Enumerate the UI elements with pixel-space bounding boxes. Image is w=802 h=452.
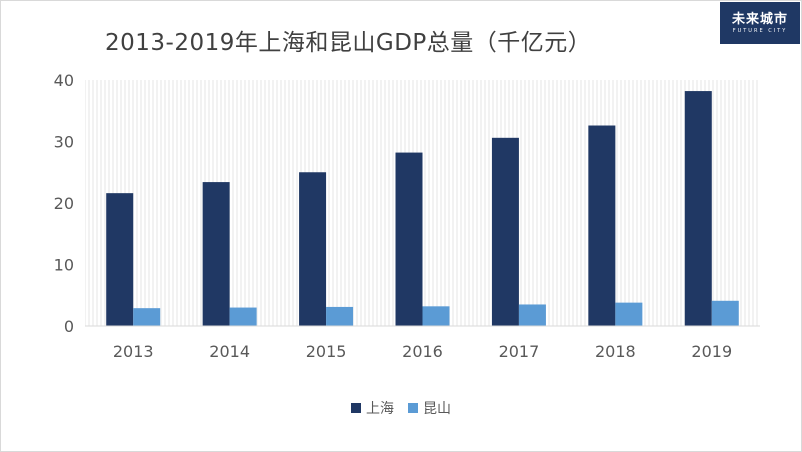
bar-shanghai-2014 (202, 182, 230, 326)
x-tick-label: 2013 (113, 342, 154, 361)
bar-shanghai-2018 (588, 125, 616, 326)
x-tick-label: 2017 (499, 342, 540, 361)
chart-title: 2013-2019年上海和昆山GDP总量（千亿元） (105, 30, 592, 56)
legend: 上海 昆山 (0, 398, 802, 418)
bar-shanghai-2013 (106, 193, 134, 326)
logo-main-text: 未来城市 (731, 11, 788, 27)
x-tick-label: 2018 (595, 342, 636, 361)
x-tick-label: 2014 (209, 342, 250, 361)
bar-kunshan-2018 (615, 302, 643, 326)
y-axis: 0 10 20 30 40 (54, 71, 74, 336)
logo-sub-text: FUTURE CITY (732, 27, 788, 34)
legend-label-kunshan: 昆山 (423, 401, 451, 417)
bar-kunshan-2019 (711, 300, 739, 326)
bar-shanghai-2017 (491, 137, 519, 326)
bar-kunshan-2015 (326, 306, 354, 326)
legend-swatch-kunshan (408, 403, 418, 413)
x-tick-label: 2019 (691, 342, 732, 361)
bar-kunshan-2013 (133, 308, 161, 326)
bar-kunshan-2017 (518, 304, 546, 326)
legend-item-shanghai: 上海 (351, 398, 394, 418)
x-tick-label: 2016 (402, 342, 443, 361)
x-tick-label: 2015 (306, 342, 347, 361)
bars-group (106, 91, 739, 326)
bar-shanghai-2019 (684, 91, 712, 326)
bar-kunshan-2016 (422, 306, 450, 326)
y-tick-label: 20 (54, 194, 74, 213)
legend-item-kunshan: 昆山 (408, 398, 451, 418)
legend-label-shanghai: 上海 (366, 401, 394, 417)
future-city-logo: 未来城市 FUTURE CITY (720, 2, 800, 44)
y-tick-label: 30 (54, 133, 74, 152)
bar-kunshan-2014 (229, 307, 257, 326)
legend-swatch-shanghai (351, 403, 361, 413)
y-tick-label: 10 (54, 256, 74, 275)
x-axis: 2013 2014 2015 2016 2017 2018 2019 (113, 342, 732, 361)
y-tick-label: 40 (54, 71, 74, 90)
y-tick-label: 0 (64, 317, 74, 336)
bar-shanghai-2015 (299, 172, 327, 326)
bar-shanghai-2016 (395, 152, 423, 326)
